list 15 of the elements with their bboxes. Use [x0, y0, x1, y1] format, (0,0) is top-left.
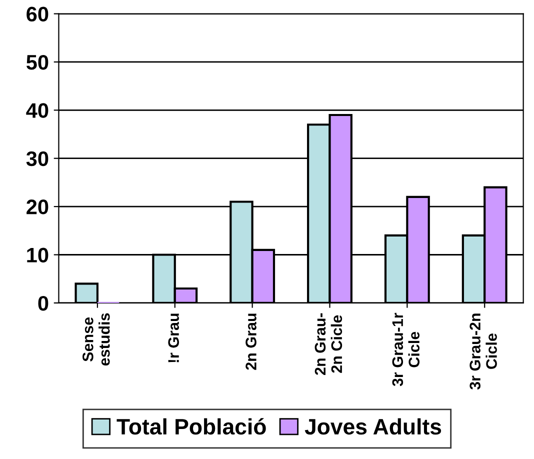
- x-tick-label: 2n Grau: [246, 314, 256, 370]
- x-tick-label: 3r Grau-1r Cicle: [392, 312, 420, 386]
- y-tick-label: 60: [26, 6, 48, 22]
- x-tick-label: !r Grau: [168, 314, 179, 362]
- y-tick-label: 10: [27, 248, 48, 262]
- x-tick-label: 2n Grau- 2n Cicle: [314, 313, 342, 375]
- x-tick-label: Sense estudis: [82, 313, 110, 366]
- y-tick-label: 40: [26, 103, 48, 118]
- y-tick-label: 0: [38, 296, 48, 311]
- legend-label: Joves Adults: [304, 418, 442, 435]
- legend-label: Total Població: [116, 418, 266, 435]
- y-tick-label: 20: [26, 200, 48, 214]
- x-tick-label: 3r Grau-2n Cicle: [470, 314, 497, 390]
- y-tick-label: 50: [26, 54, 48, 70]
- y-tick-label: 30: [26, 151, 48, 166]
